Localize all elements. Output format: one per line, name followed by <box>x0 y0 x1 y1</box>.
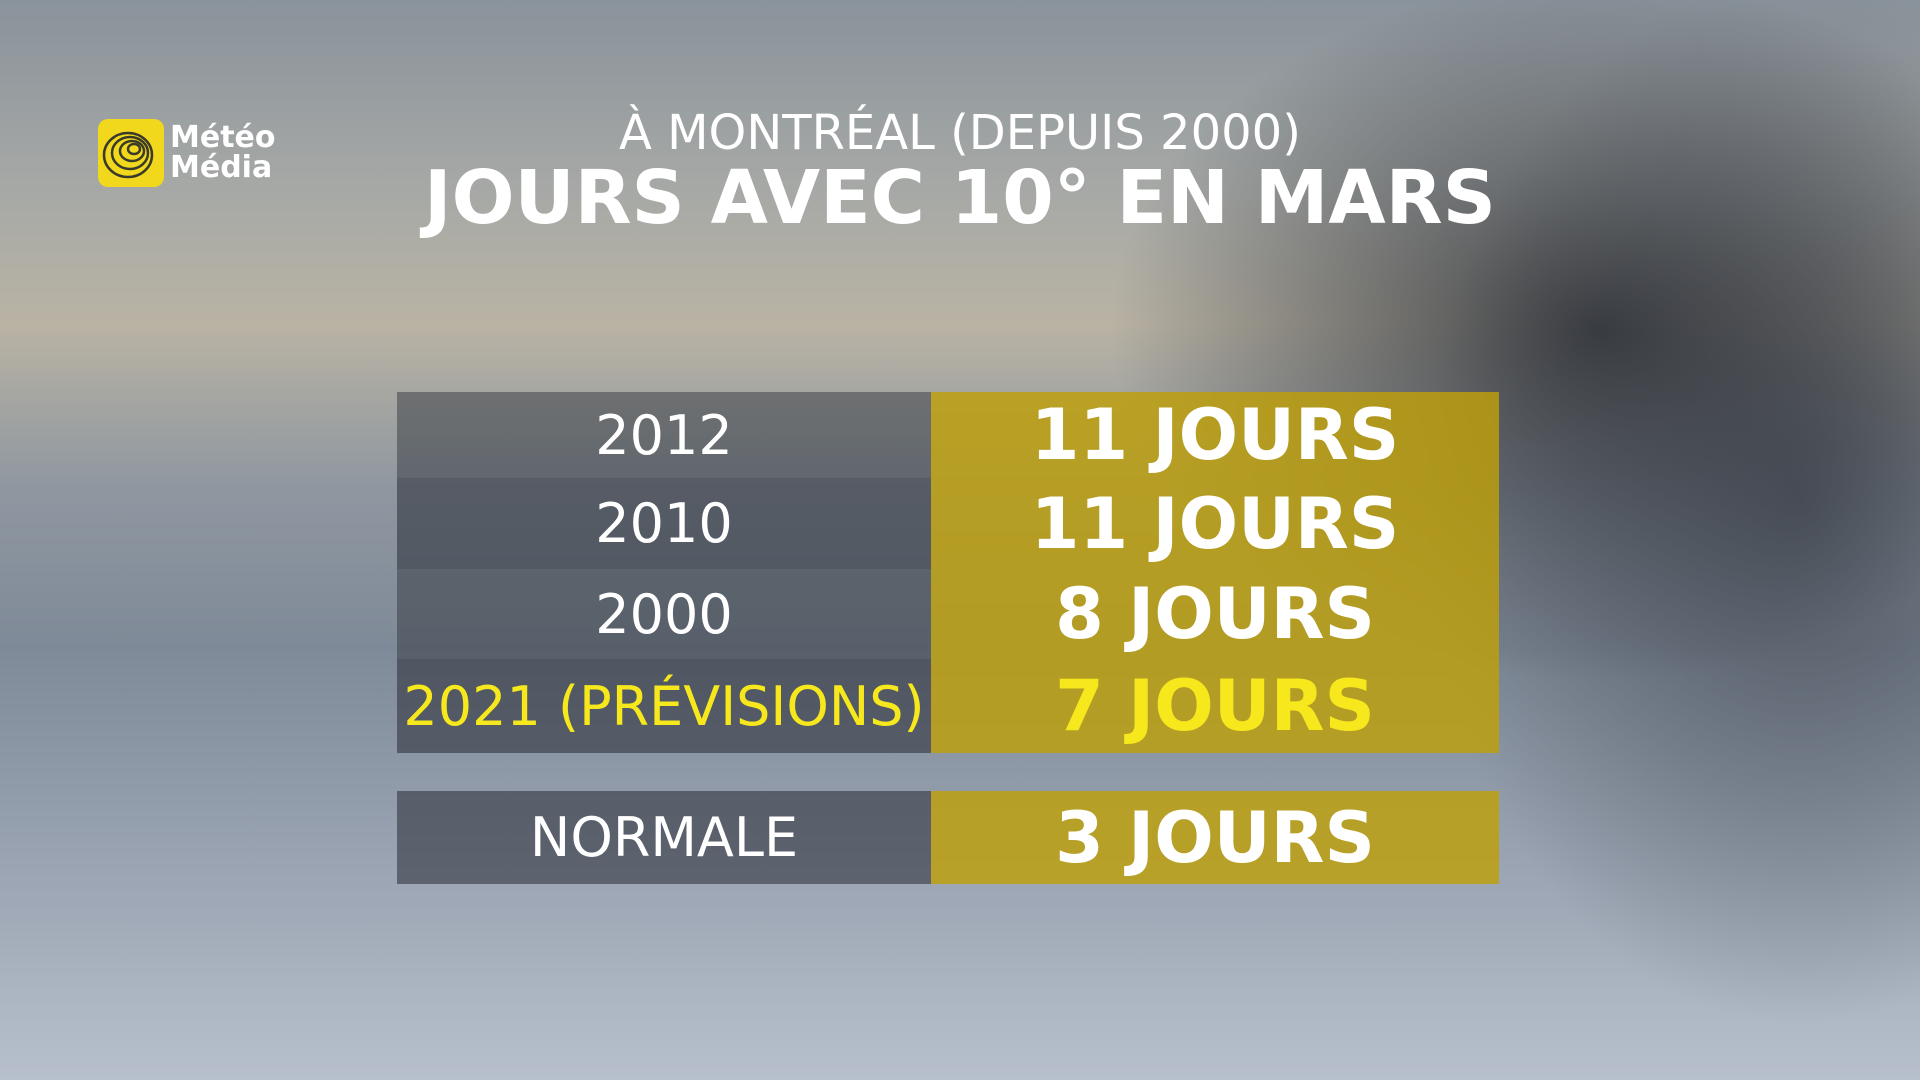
year-cell: 2012 <box>397 392 931 478</box>
title: JOURS AVEC 10° EN MARS <box>424 155 1496 241</box>
days-cell: 7 JOURS <box>931 659 1499 753</box>
table-row: 2010 11 JOURS <box>397 478 1499 569</box>
normal-value: 3 JOURS <box>931 791 1499 884</box>
normal-label: NORMALE <box>397 791 931 884</box>
table-row: 2021 (PRÉVISIONS) 7 JOURS <box>397 659 1499 753</box>
logo-text: Météo Média <box>170 123 276 183</box>
normal-row: NORMALE 3 JOURS <box>397 791 1499 884</box>
logo-swirl <box>102 131 154 179</box>
year-cell: 2010 <box>397 478 931 569</box>
logo: Météo Média <box>98 119 276 187</box>
logo-icon <box>98 119 164 187</box>
days-cell: 11 JOURS <box>931 478 1499 569</box>
days-cell: 11 JOURS <box>931 392 1499 478</box>
logo-line: Média <box>170 150 273 185</box>
table-row: 2000 8 JOURS <box>397 569 1499 659</box>
year-cell: 2000 <box>397 569 931 659</box>
table-row: 2012 11 JOURS <box>397 392 1499 478</box>
year-cell: 2021 (PRÉVISIONS) <box>397 659 931 753</box>
subtitle: À MONTRÉAL (DEPUIS 2000) <box>619 105 1301 161</box>
logo-line: Météo <box>170 120 276 155</box>
days-cell: 8 JOURS <box>931 569 1499 659</box>
